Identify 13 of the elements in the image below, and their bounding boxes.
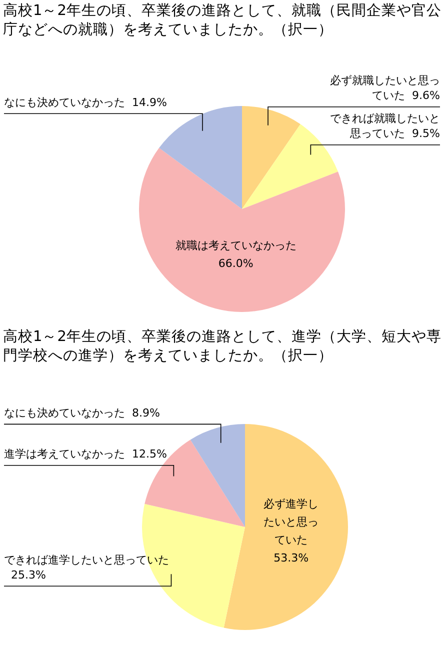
slice-label: なにも決めていなかった 8.9% [4,406,160,420]
slice-label: できれば進学したいと思っていた [4,554,169,567]
slice-label: 就職は考えていなかった [175,238,296,252]
slice-label: 必ず就職したいと思っていた 9.6% [330,74,440,102]
data-label: 66.0% [218,256,254,270]
slice-label: なにも決めていなかった 14.9% [4,96,167,109]
data-label: 53.3% [274,552,309,565]
slice-label: できれば就職したいと思っていた 9.5% [330,112,440,140]
data-label: 25.3% [4,568,46,582]
chart-title: 高校1～2年生の頃、卒業後の進路として、進学（大学、短大や専門学校への進学）を考えていましたか。（択一） [2,328,442,366]
chart-title: 高校1～2年生の頃、卒業後の進路として、就職（民間企業や官公庁などへの就職）を考えていましたか。（択一） [2,2,442,40]
slice-label: 進学は考えていなかった 12.5% [4,448,167,461]
slice-label: 必ず進学したいと思っていた [264,498,319,547]
